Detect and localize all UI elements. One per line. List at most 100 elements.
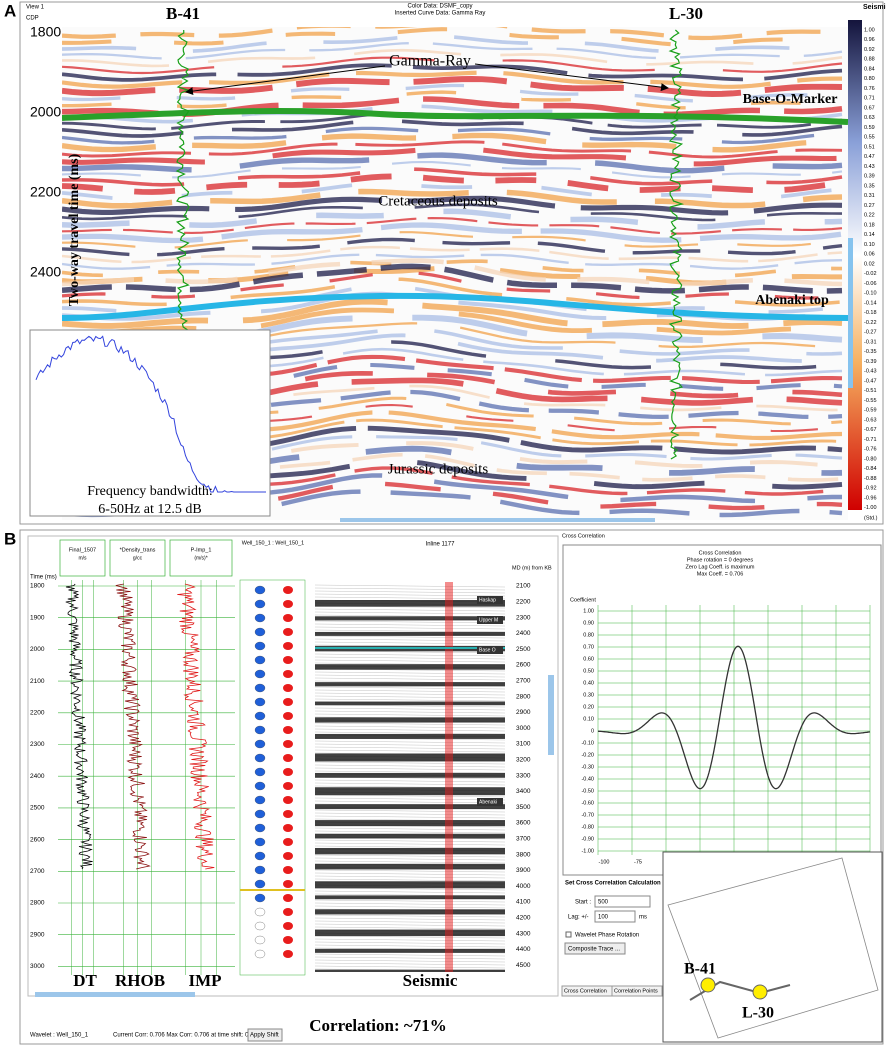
time-tick-label: 1800 <box>30 24 61 40</box>
reflector <box>62 452 843 482</box>
label[interactable]: Cross Correlation <box>564 988 607 994</box>
reflector <box>62 263 843 294</box>
label: ms <box>639 915 647 921</box>
trace-line <box>315 653 505 657</box>
cc-box <box>562 544 882 876</box>
trace-line <box>315 746 505 750</box>
trace-line <box>315 800 505 804</box>
md-tick-label: 3000 <box>516 725 531 732</box>
wavelet <box>283 852 293 860</box>
apply-button[interactable] <box>247 1028 283 1042</box>
reflector <box>62 203 843 222</box>
colorbar-label: 0.18 <box>864 222 875 228</box>
colorbar-label: 0.35 <box>864 183 875 189</box>
label: Upper M <box>479 617 498 623</box>
hscrollbar <box>35 992 195 997</box>
wavelet <box>254 865 266 875</box>
scrollbar <box>548 675 554 755</box>
wavelet <box>283 880 293 888</box>
trace-line <box>315 938 505 942</box>
wavelet <box>254 683 266 693</box>
trace-line <box>315 650 505 654</box>
trace-line <box>315 935 505 939</box>
colorbar-label: -0.92 <box>864 486 877 492</box>
trough <box>315 847 505 855</box>
label: 0 <box>591 728 594 734</box>
label: Inline 1177 <box>426 542 456 548</box>
label[interactable]: Composite Trace ... <box>568 947 620 953</box>
label: -0.80 <box>581 824 594 830</box>
label: Abenaki top <box>755 293 829 308</box>
label: 500 <box>598 900 609 906</box>
trace-line <box>315 707 505 711</box>
gamma-ray-log <box>668 29 685 460</box>
label: 0.30 <box>583 692 594 698</box>
reflector <box>62 258 843 287</box>
md-tick-label: 2600 <box>516 662 531 669</box>
trace-line <box>315 767 505 771</box>
wavelet <box>283 670 293 678</box>
horizon-tag <box>477 616 503 624</box>
trace-line <box>315 638 505 642</box>
horizon-tag <box>477 596 503 604</box>
reflector <box>62 362 843 392</box>
colorbar-label: 0.71 <box>864 96 875 102</box>
reflector <box>62 270 843 300</box>
label: 0.80 <box>583 632 594 638</box>
input[interactable] <box>594 895 651 908</box>
label: 0.50 <box>583 668 594 674</box>
tab[interactable] <box>611 985 663 997</box>
trough <box>315 631 505 636</box>
wavelet <box>254 711 266 721</box>
label[interactable]: Apply Shift <box>250 1033 279 1039</box>
md-tick-label: 3400 <box>516 788 531 795</box>
time-tick-label: 1800 <box>30 583 45 590</box>
wavelet <box>283 866 293 874</box>
md-tick-label: 3300 <box>516 772 531 779</box>
input[interactable] <box>594 910 636 923</box>
checkbox[interactable] <box>565 931 572 938</box>
label: -1.00 <box>581 848 594 854</box>
trace-line <box>315 917 505 921</box>
label: -100 <box>598 859 609 865</box>
button[interactable] <box>564 942 626 955</box>
colorbar-label: -0.67 <box>864 427 877 433</box>
reflector <box>62 160 843 179</box>
trough <box>315 969 505 972</box>
trace-line <box>315 830 505 834</box>
wavelet <box>254 781 266 791</box>
trough <box>315 895 505 900</box>
time-tick-label: 3000 <box>30 963 45 970</box>
colorbar-label: -0.10 <box>864 291 877 297</box>
trough <box>315 664 505 670</box>
wavelet <box>283 600 293 608</box>
reflector <box>62 56 843 75</box>
time-tick-label: 2000 <box>30 646 45 653</box>
trace-line <box>315 812 505 816</box>
label: 100 <box>598 915 609 921</box>
label: B <box>4 529 16 548</box>
wavelet <box>283 894 293 902</box>
wavelet <box>283 838 293 846</box>
label: Final_1507 <box>69 547 96 553</box>
label: Seismic <box>403 971 458 990</box>
wavelet <box>283 824 293 832</box>
label: MD (m) from KB <box>512 565 552 571</box>
label[interactable]: Correlation Points <box>614 988 658 994</box>
trace-line <box>315 899 505 903</box>
label: Cross Correlation <box>562 533 605 539</box>
trace-line <box>315 611 505 615</box>
colorbar-label: -0.71 <box>864 437 877 443</box>
wavelet <box>283 628 293 636</box>
md-tick-label: 2700 <box>516 678 531 685</box>
label: 0.10 <box>583 716 594 722</box>
trace-line <box>315 608 505 612</box>
colorbar-label: -1.00 <box>864 505 877 511</box>
wavelet <box>254 641 266 651</box>
time-tick-label: 2400 <box>30 773 45 780</box>
colorbar-label: -0.51 <box>864 388 877 394</box>
well-symbol <box>752 984 768 1000</box>
trace-line <box>315 593 505 597</box>
trough <box>315 717 505 723</box>
reflector <box>62 259 843 278</box>
